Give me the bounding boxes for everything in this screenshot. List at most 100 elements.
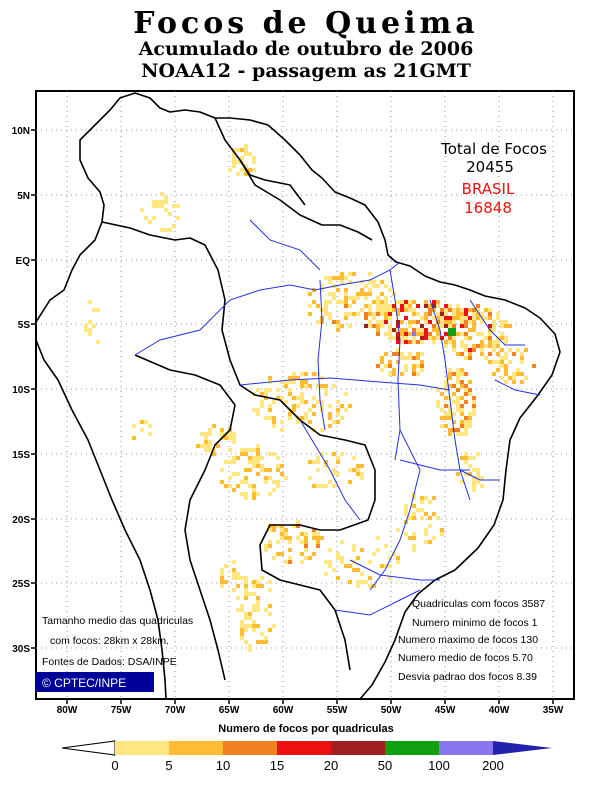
fire-cell [240,480,244,484]
fire-cell [244,584,248,588]
fire-cell [248,460,252,464]
stat-maximo: Numero maximo de focos 130 [398,634,538,646]
fire-cell [452,316,456,320]
fire-cell [436,300,440,304]
fire-cell [412,340,416,344]
fire-cell [432,304,436,308]
fire-cell [160,192,164,196]
fire-cell [444,316,448,320]
fire-cell [88,300,92,304]
fire-cell [276,524,280,528]
fire-cell [304,400,308,404]
fire-cell [208,432,212,436]
fire-cell [424,312,428,316]
fire-cell [240,636,244,640]
fire-cell [404,508,408,512]
fire-cell [140,208,144,212]
fire-cell [380,320,384,324]
fire-cell [520,372,524,376]
fire-cell [272,624,276,628]
fire-cell [252,496,256,500]
fire-cell [464,416,468,420]
fire-cell [504,372,508,376]
fire-cell [352,456,356,460]
fire-cell [236,456,240,460]
fire-cell [392,304,396,308]
fire-cell [332,568,336,572]
credit-box [35,672,154,692]
fire-cell [248,168,252,172]
fire-cell [312,396,316,400]
fire-cell [260,464,264,468]
fire-cell [228,448,232,452]
fire-cell [372,284,376,288]
fire-cell [320,384,324,388]
fire-cell [396,352,400,356]
fire-cell [468,316,472,320]
fire-cell [460,344,464,348]
fire-cell [220,468,224,472]
fire-cell [328,564,332,568]
fire-cell [316,468,320,472]
latitude-labels: 10N 5N EQ 5S 10S 15S 20S 25S 30S [12,126,36,655]
fire-cell [448,412,452,416]
fire-cell [336,412,340,416]
fire-cell [376,312,380,316]
fire-cell [456,316,460,320]
colorbar-segment [223,741,277,755]
fire-cell [348,468,352,472]
fire-cell [160,200,164,204]
fire-cell [400,332,404,336]
fire-cell [336,276,340,280]
fire-cell [340,324,344,328]
fire-cell [272,424,276,428]
fire-cell [440,320,444,324]
fire-cell [360,580,364,584]
fire-cell [460,368,464,372]
fire-cell [348,580,352,584]
fire-cell [232,460,236,464]
fire-cell [244,624,248,628]
fire-cell [396,328,400,332]
fire-cell [360,464,364,468]
fire-cell [504,368,508,372]
fire-cell [444,424,448,428]
fire-cell [428,516,432,520]
fire-cell [420,336,424,340]
fire-cell [308,312,312,316]
fire-cell [416,332,420,336]
fire-cell [444,312,448,316]
fire-cell [400,340,404,344]
fire-cell [280,396,284,400]
fire-cell [428,304,432,308]
fire-cell [372,324,376,328]
fire-cell [432,316,436,320]
fire-cell [252,448,256,452]
fire-cell [176,216,180,220]
fire-cell [252,168,256,172]
fire-cell [252,460,256,464]
fire-cell [256,464,260,468]
fire-cell [292,408,296,412]
fire-cell [504,352,508,356]
fire-cell [364,580,368,584]
fire-cell [308,408,312,412]
fire-cell [328,300,332,304]
fire-cell [244,580,248,584]
fire-cell [384,564,388,568]
fire-cell [92,308,96,312]
fire-cell [236,572,240,576]
fire-cell [496,316,500,320]
fire-cell [276,468,280,472]
fire-cell [332,484,336,488]
fire-cell [152,200,156,204]
fire-cell [352,300,356,304]
fire-cell [416,304,420,308]
fire-cell [404,336,408,340]
fire-cell [256,452,260,456]
fire-cell [312,528,316,532]
fire-cell [264,388,268,392]
fire-cell [500,324,504,328]
fire-cell [360,292,364,296]
fire-cell [320,284,324,288]
